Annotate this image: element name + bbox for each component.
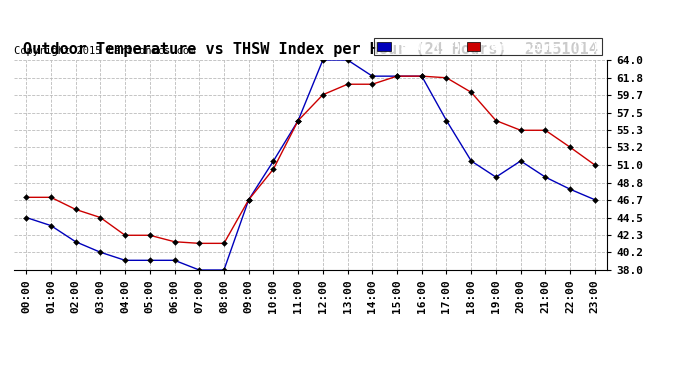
Title: Outdoor Temperature vs THSW Index per Hour (24 Hours)  20151014: Outdoor Temperature vs THSW Index per Ho…: [23, 42, 598, 57]
Legend: THSW  (°F), Temperature  (°F): THSW (°F), Temperature (°F): [374, 38, 602, 56]
Text: Copyright 2015 Cartronics.com: Copyright 2015 Cartronics.com: [14, 46, 195, 56]
